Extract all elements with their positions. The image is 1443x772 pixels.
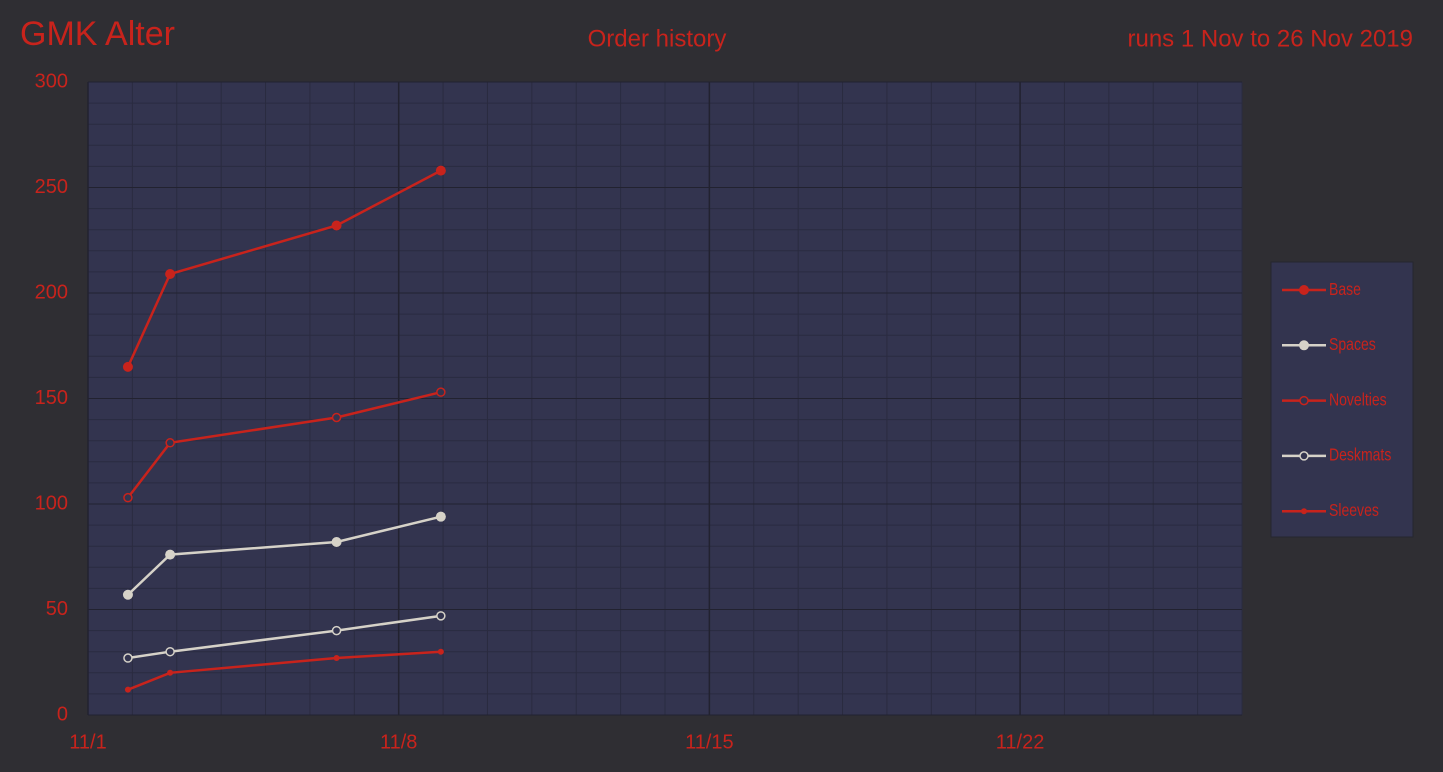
marker bbox=[331, 625, 342, 636]
legend-label: Deskmats bbox=[1329, 445, 1391, 465]
x-tick-label: 11/1 bbox=[69, 731, 106, 753]
legend-label: Base bbox=[1329, 279, 1361, 299]
legend-label: Novelties bbox=[1329, 390, 1387, 410]
legend-marker bbox=[1299, 395, 1309, 406]
series-line bbox=[127, 614, 442, 660]
series-line bbox=[127, 515, 442, 596]
chart-subtitle: Order history bbox=[588, 25, 727, 52]
marker bbox=[435, 165, 446, 176]
x-tick-label: 11/15 bbox=[685, 731, 734, 753]
legend-marker bbox=[1299, 451, 1309, 461]
y-tick-label: 250 bbox=[35, 176, 68, 198]
legend-label: Sleeves bbox=[1329, 500, 1379, 520]
marker bbox=[331, 220, 342, 231]
marker bbox=[165, 438, 175, 448]
marker bbox=[165, 549, 176, 560]
series-line bbox=[126, 169, 442, 368]
series-line bbox=[127, 650, 441, 691]
marker bbox=[165, 269, 176, 280]
marker bbox=[435, 511, 446, 522]
y-tick-label: 50 bbox=[46, 598, 68, 620]
legend-marker bbox=[1299, 285, 1309, 295]
annotation: runs 1 Nov to 26 Nov 2019 bbox=[1127, 25, 1413, 52]
marker bbox=[436, 387, 446, 397]
y-tick-label: 100 bbox=[35, 492, 68, 514]
marker bbox=[123, 653, 133, 663]
chart-title: GMK Alter bbox=[20, 15, 175, 53]
marker bbox=[436, 611, 446, 621]
y-tick-label: 300 bbox=[35, 70, 68, 92]
y-tick-label: 200 bbox=[35, 281, 68, 303]
marker bbox=[122, 361, 133, 372]
legend-marker bbox=[1299, 340, 1309, 351]
series-line bbox=[126, 390, 442, 499]
y-tick-label: 150 bbox=[35, 387, 68, 409]
marker bbox=[123, 492, 133, 503]
marker bbox=[437, 648, 444, 655]
marker bbox=[333, 655, 340, 662]
legend-marker bbox=[1301, 508, 1307, 515]
marker bbox=[331, 536, 342, 547]
marker bbox=[167, 669, 174, 676]
x-tick-label: 11/22 bbox=[996, 731, 1045, 753]
marker bbox=[331, 412, 342, 423]
marker bbox=[124, 686, 131, 693]
y-tick-label: 0 bbox=[57, 703, 68, 725]
x-tick-label: 11/8 bbox=[380, 731, 417, 753]
legend-label: Spaces bbox=[1329, 334, 1376, 354]
marker bbox=[122, 589, 133, 600]
marker bbox=[165, 646, 175, 657]
